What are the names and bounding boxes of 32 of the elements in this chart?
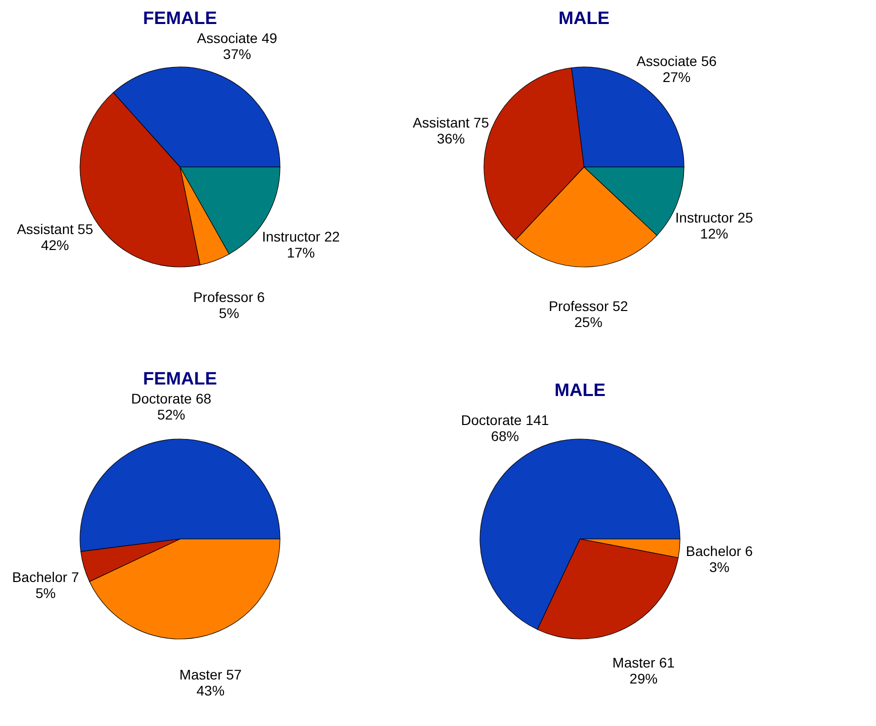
- chart-title: MALE: [558, 8, 610, 28]
- slice-label: Doctorate 68: [131, 390, 212, 406]
- data-label: 17%: [286, 244, 315, 261]
- slice-label: Professor 6: [193, 289, 266, 306]
- chart-title: FEMALE: [143, 368, 217, 388]
- slice-label: Assistant 75: [412, 114, 490, 131]
- slice-label: Bachelor 7: [12, 569, 80, 586]
- data-label: 52%: [157, 406, 186, 422]
- data-label: 43%: [196, 682, 225, 699]
- data-label: 5%: [218, 305, 240, 322]
- chart-title: MALE: [554, 380, 606, 400]
- data-label: 25%: [574, 314, 602, 330]
- slice-label: Bachelor 6: [686, 543, 754, 560]
- slice-label: Instructor 25: [675, 210, 754, 226]
- slice-label: Associate 56: [636, 52, 717, 69]
- chart-title: FEMALE: [143, 8, 217, 28]
- data-label: 29%: [630, 670, 658, 687]
- data-label: 37%: [223, 46, 252, 62]
- data-label: 27%: [662, 68, 691, 85]
- slice-label: Doctorate 141: [461, 412, 550, 428]
- slice-label: Associate 49: [196, 30, 278, 46]
- data-label: 36%: [436, 130, 465, 147]
- data-label: 12%: [700, 226, 728, 242]
- slice-label: Master 61: [612, 654, 675, 671]
- slice-label: Professor 52: [548, 298, 628, 314]
- data-label: 3%: [709, 559, 730, 576]
- slice-label: Master 57: [179, 666, 242, 683]
- slice-label: Assistant 55: [16, 220, 94, 237]
- data-label: 42%: [40, 236, 69, 253]
- slice-label: Instructor 22: [262, 228, 340, 245]
- data-label: 68%: [490, 428, 519, 444]
- data-label: 5%: [35, 585, 56, 602]
